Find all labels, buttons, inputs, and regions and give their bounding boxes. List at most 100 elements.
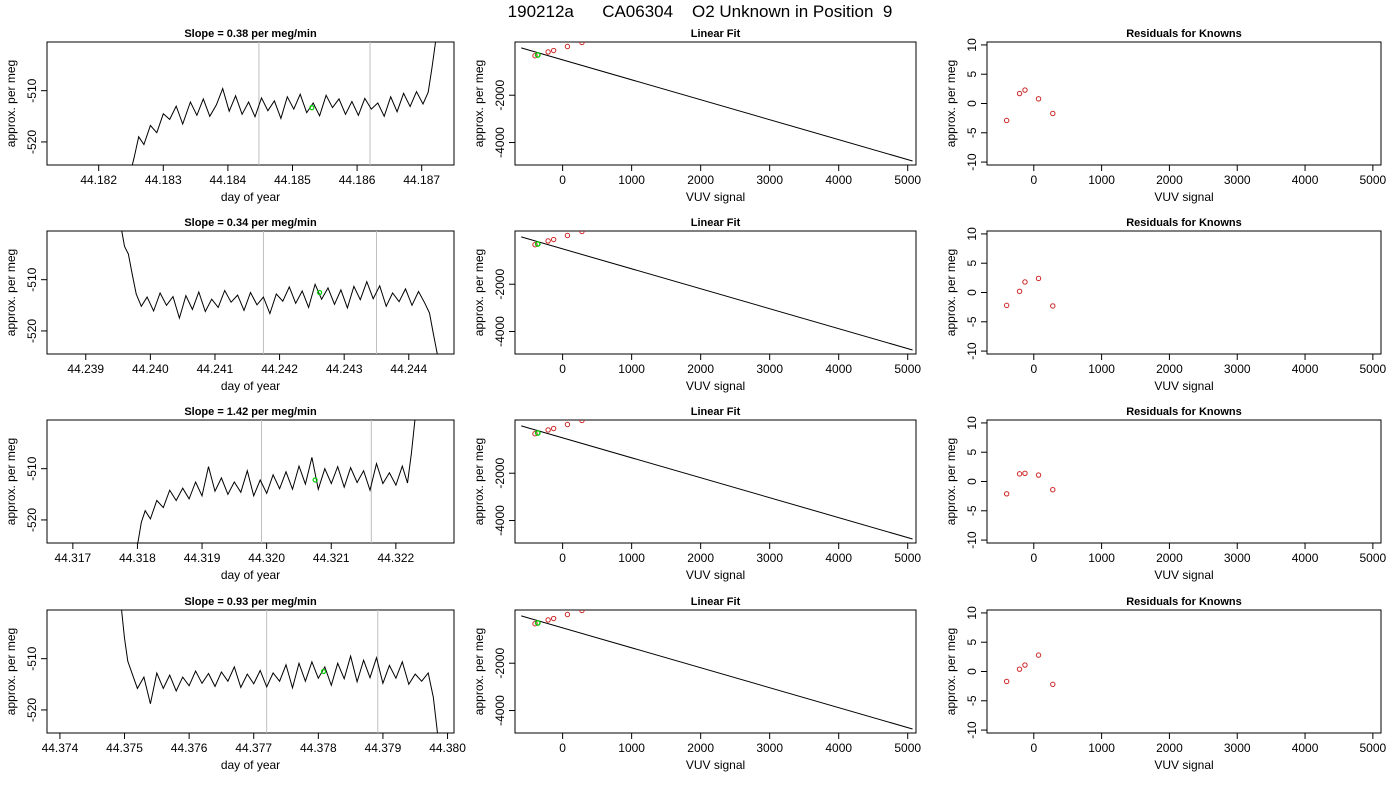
unknown-point: [534, 52, 541, 58]
known-point: [550, 615, 557, 622]
x-tick-label: 3000: [756, 362, 783, 376]
x-tick-label: 3000: [1224, 551, 1251, 565]
y-tick-label: -510: [25, 456, 39, 480]
fit-line: [521, 236, 913, 351]
known-point: [532, 621, 538, 627]
plot-frame: [986, 230, 1382, 355]
fit-line: [521, 425, 913, 540]
residual-point: [1016, 288, 1023, 295]
linear-fit-panel: Linear Fit VUV signal approx. per meg 0 1000…: [472, 28, 921, 204]
x-axis-label: VUV signal: [686, 758, 745, 772]
unknown-point: [534, 241, 541, 247]
x-tick-label: 44.375: [106, 741, 143, 755]
residual-point: [1022, 279, 1028, 285]
y-axis-label: approx. per meg: [944, 438, 958, 525]
plot-frame: [514, 230, 917, 355]
panel-title: Linear Fit: [691, 406, 741, 418]
known-point: [564, 43, 571, 50]
unknown-marker: [309, 104, 315, 111]
x-tick-label: 0: [1030, 551, 1037, 565]
data-layer: [521, 420, 913, 540]
y-tick-label: -4000: [493, 695, 507, 726]
x-tick-label: 0: [559, 551, 566, 565]
y-tick-label: 5: [965, 260, 979, 267]
x-tick-label: 0: [559, 741, 566, 755]
x-tick-label: 3000: [1224, 362, 1251, 376]
panel-title: Residuals for Knowns: [1126, 217, 1242, 229]
x-tick-label: 2000: [687, 362, 714, 376]
data-layer: [1003, 470, 1056, 497]
x-tick-label: 1000: [618, 173, 645, 187]
y-tick-label: -2000: [493, 80, 507, 111]
plot-frame: [46, 230, 455, 355]
known-point: [545, 238, 551, 244]
residual-point: [1035, 96, 1042, 102]
x-tick-label: 5000: [894, 551, 921, 565]
panel-title: Slope = 1.42 per meg/min: [184, 406, 317, 418]
data-layer: [121, 610, 438, 733]
x-axis-label: VUV signal: [1154, 758, 1213, 772]
residual-point: [1003, 491, 1010, 497]
y-tick-label: -520: [25, 698, 39, 722]
x-tick-label: 44.182: [80, 173, 117, 187]
y-tick-label: -5: [965, 127, 979, 138]
data-layer: [1003, 87, 1056, 124]
x-axis-label: VUV signal: [686, 379, 745, 393]
x-axis-label: day of year: [221, 758, 280, 772]
x-tick-label: 44.183: [145, 173, 182, 187]
x-tick-label: 44.320: [248, 551, 285, 565]
x-tick-label: 4000: [825, 173, 852, 187]
plot-frame: [514, 609, 917, 734]
time-series-panel: Slope = 0.38 per meg/min day of year appro…: [4, 28, 455, 204]
x-tick-label: 4000: [1292, 362, 1319, 376]
x-tick-label: 44.376: [171, 741, 208, 755]
x-tick-label: 1000: [1088, 741, 1115, 755]
panel-title: Residuals for Knowns: [1126, 28, 1242, 40]
residual-point: [1050, 303, 1056, 309]
x-tick-label: 44.186: [339, 173, 376, 187]
data-layer: [521, 231, 913, 351]
known-point: [545, 617, 551, 623]
y-tick-label: 10: [965, 606, 979, 620]
y-tick-label: 10: [965, 416, 979, 430]
residual-point: [1035, 275, 1042, 282]
y-tick-label: 0: [965, 289, 979, 296]
x-tick-label: 44.241: [197, 362, 234, 376]
unknown-marker: [312, 477, 318, 483]
x-tick-label: 3000: [756, 741, 783, 755]
y-tick-label: -2000: [493, 648, 507, 679]
data-layer: [131, 42, 437, 165]
y-tick-label: -5: [965, 505, 979, 516]
residuals-panel: Residuals for Knowns VUV signal approx. pe…: [944, 217, 1387, 393]
residual-point: [1003, 117, 1010, 124]
y-tick-label: -2000: [493, 458, 507, 489]
residuals-panel: Residuals for Knowns VUV signal approx. pe…: [944, 28, 1387, 204]
y-tick-label: -5: [965, 695, 979, 706]
time-series-panel: Slope = 0.93 per meg/min day of year appro…: [4, 596, 466, 772]
panel-title: Slope = 0.93 per meg/min: [184, 596, 317, 608]
x-tick-label: 44.319: [184, 551, 221, 565]
data-layer: [521, 610, 913, 730]
data-layer: [1003, 652, 1056, 688]
x-tick-label: 5000: [1360, 551, 1387, 565]
y-axis-label: approx. per meg: [944, 249, 958, 336]
x-tick-label: 1000: [1088, 551, 1115, 565]
y-tick-label: -520: [25, 130, 39, 154]
data-layer: [121, 231, 438, 354]
x-axis-label: VUV signal: [1154, 379, 1213, 393]
x-tick-label: 44.317: [54, 551, 91, 565]
x-axis-label: VUV signal: [1154, 190, 1213, 204]
residual-point: [1035, 472, 1042, 478]
y-axis-label: approx. per meg: [472, 438, 486, 525]
residual-point: [1016, 90, 1023, 97]
panel-title: Linear Fit: [691, 28, 741, 40]
unknown-marker: [320, 668, 327, 675]
x-tick-label: 5000: [894, 173, 921, 187]
x-tick-label: 0: [559, 362, 566, 376]
residual-point: [1035, 652, 1042, 658]
x-tick-label: 3000: [1224, 173, 1251, 187]
y-tick-label: -510: [25, 267, 39, 291]
y-tick-label: 5: [965, 71, 979, 78]
time-series-line: [137, 420, 416, 543]
